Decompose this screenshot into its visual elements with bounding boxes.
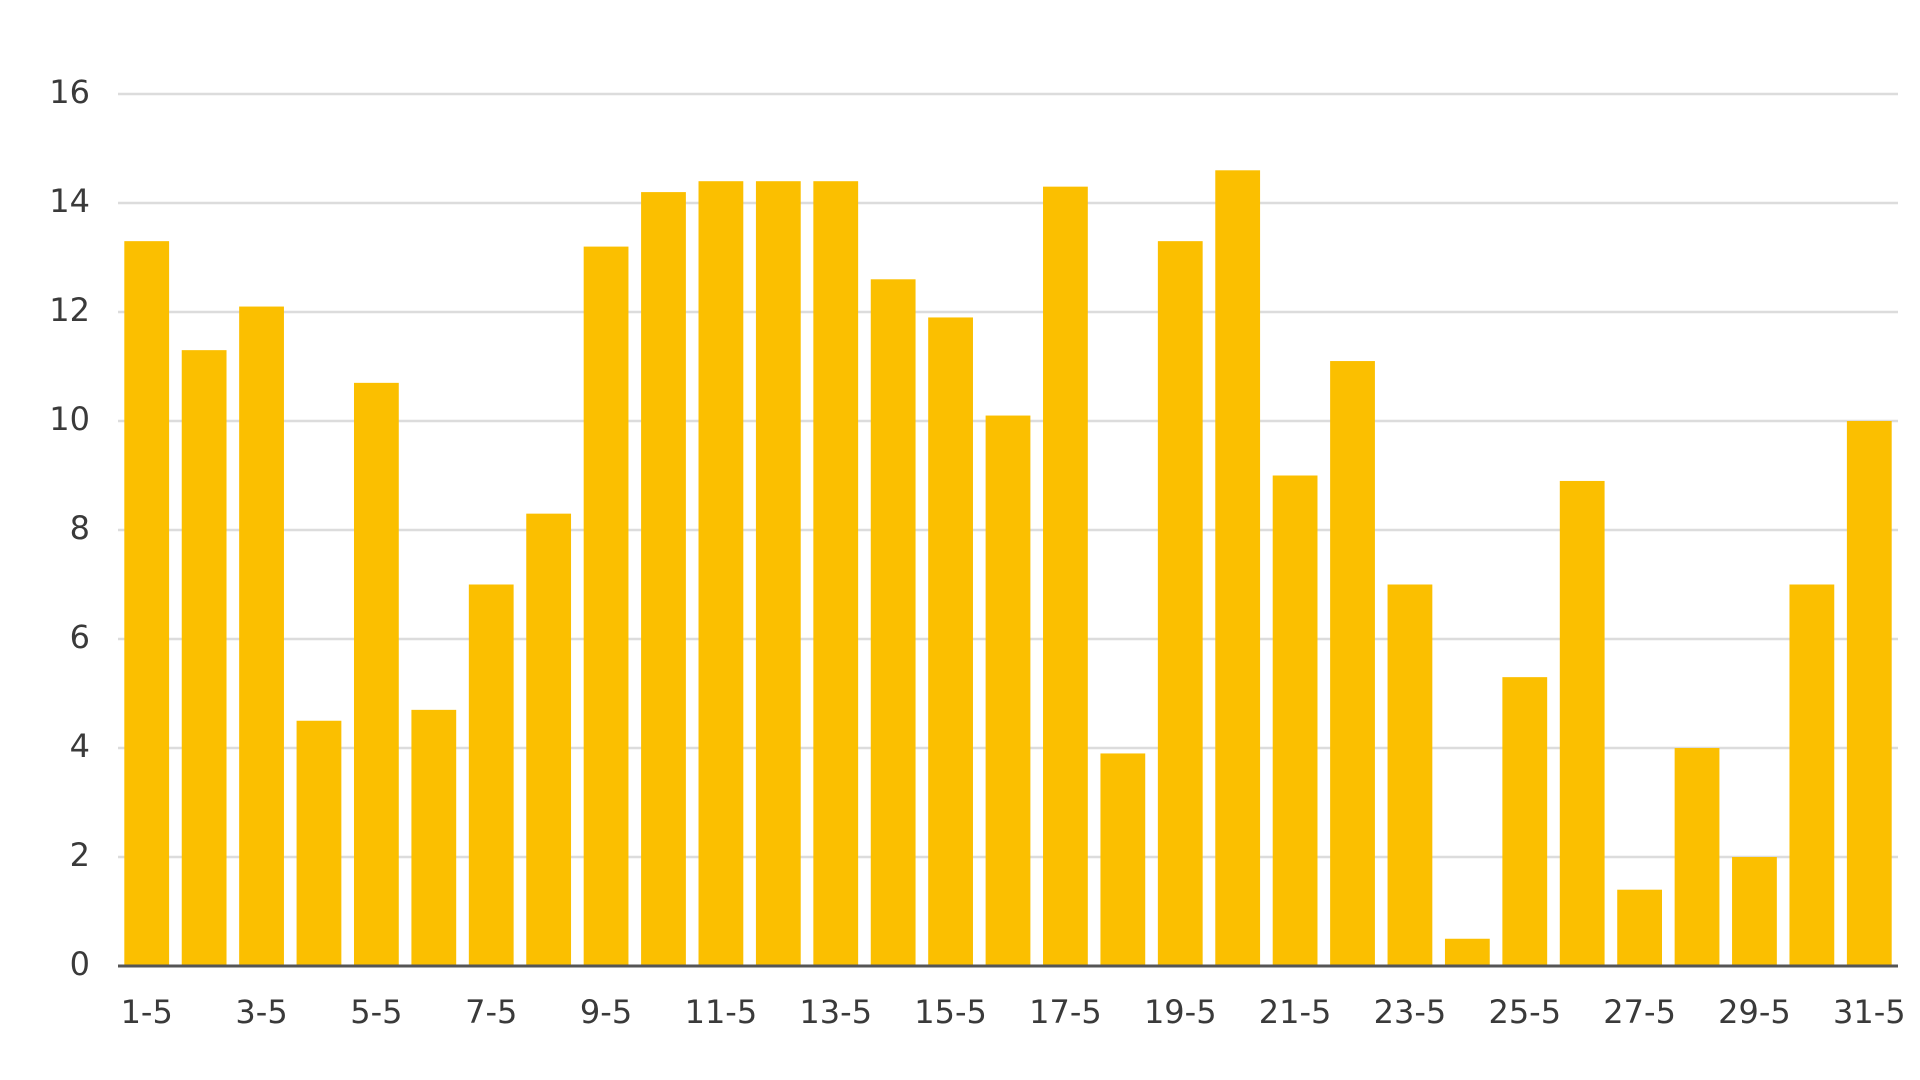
x-tick-label: 13-5	[799, 993, 872, 1031]
bar	[813, 181, 859, 966]
x-tick-label: 29-5	[1718, 993, 1791, 1031]
bar	[1330, 361, 1375, 966]
bar	[1215, 170, 1261, 967]
x-tick-label: 21-5	[1259, 993, 1332, 1031]
bar	[1043, 186, 1088, 966]
x-tick-label: 3-5	[235, 993, 287, 1031]
bar	[411, 709, 457, 966]
bar	[353, 382, 399, 967]
bar	[1559, 480, 1605, 966]
y-tick-label: 14	[49, 182, 90, 220]
x-tick-label: 25-5	[1488, 993, 1561, 1031]
y-tick-label: 4	[70, 727, 90, 765]
bar	[870, 279, 916, 966]
y-tick-label: 10	[49, 400, 90, 438]
x-tick-label: 17-5	[1029, 993, 1102, 1031]
x-tick-label: 1-5	[121, 993, 173, 1031]
x-tick-label: 31-5	[1833, 993, 1906, 1031]
bar	[181, 350, 227, 966]
bar	[1157, 241, 1203, 966]
y-tick-label: 16	[49, 73, 90, 111]
x-tick-label: 11-5	[685, 993, 758, 1031]
x-tick-label: 5-5	[350, 993, 402, 1031]
bar	[698, 181, 744, 966]
x-tick-label: 27-5	[1603, 993, 1676, 1031]
bar	[296, 720, 342, 966]
bar	[1846, 421, 1892, 966]
bar	[1502, 677, 1548, 966]
y-tick-label: 8	[70, 509, 90, 547]
bar	[1444, 938, 1490, 966]
bar	[468, 584, 514, 966]
bar	[124, 241, 170, 966]
x-tick-label: 7-5	[465, 993, 517, 1031]
bar	[985, 415, 1031, 966]
x-tick-label: 9-5	[580, 993, 632, 1031]
y-tick-label: 6	[70, 618, 90, 656]
bar	[1387, 584, 1433, 966]
bar	[755, 181, 801, 966]
bar	[1674, 748, 1720, 966]
x-tick-label: 15-5	[914, 993, 987, 1031]
bar	[1100, 753, 1146, 966]
bar	[928, 317, 973, 966]
x-tick-label: 23-5	[1374, 993, 1447, 1031]
bar	[1789, 584, 1835, 966]
bar	[526, 513, 572, 966]
bar	[641, 192, 686, 967]
y-tick-label: 2	[70, 836, 90, 874]
x-tick-label: 19-5	[1144, 993, 1217, 1031]
bar	[1732, 857, 1777, 966]
bar	[1617, 889, 1663, 966]
bar	[583, 246, 629, 967]
bar	[239, 306, 284, 966]
y-tick-label: 0	[70, 945, 90, 983]
bar	[1272, 475, 1318, 966]
y-tick-label: 12	[49, 291, 90, 329]
